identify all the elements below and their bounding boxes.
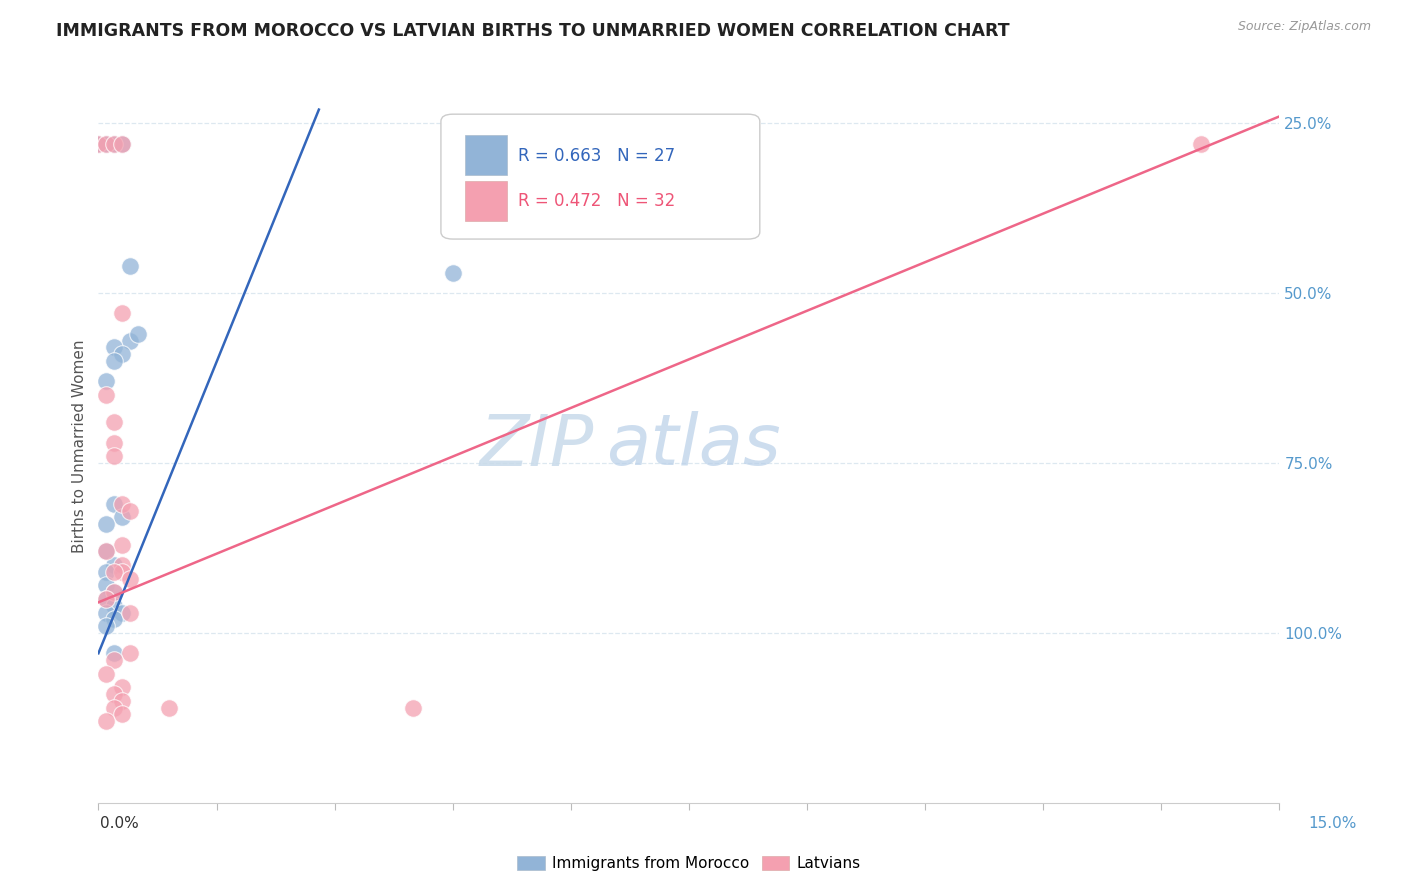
Y-axis label: Births to Unmarried Women: Births to Unmarried Women: [72, 339, 87, 553]
Point: [96, 606, 118, 620]
Point: [1189, 136, 1212, 151]
Point: [111, 565, 134, 579]
Point: [111, 136, 134, 151]
Text: 15.0%: 15.0%: [1309, 816, 1357, 830]
Point: [96, 136, 118, 151]
Point: [103, 415, 125, 429]
Point: [118, 259, 141, 273]
Point: [103, 558, 125, 572]
FancyBboxPatch shape: [464, 180, 508, 220]
Point: [103, 653, 125, 667]
Point: [111, 606, 134, 620]
Text: ZIP: ZIP: [479, 411, 595, 481]
Point: [103, 497, 125, 511]
Point: [103, 435, 125, 450]
Point: [111, 306, 134, 320]
Point: [111, 537, 134, 551]
Point: [111, 694, 134, 708]
Point: [103, 612, 125, 626]
Point: [103, 136, 125, 151]
Legend: Immigrants from Morocco, Latvians: Immigrants from Morocco, Latvians: [510, 850, 868, 877]
Point: [118, 646, 141, 660]
Point: [111, 136, 134, 151]
Text: R = 0.663   N = 27: R = 0.663 N = 27: [517, 146, 675, 164]
Point: [96, 619, 118, 633]
Point: [127, 326, 149, 341]
Point: [96, 666, 118, 681]
Point: [118, 572, 141, 586]
Point: [103, 565, 125, 579]
Point: [103, 585, 125, 599]
Point: [96, 591, 118, 606]
Point: [118, 334, 141, 348]
Point: [103, 646, 125, 660]
Point: [96, 388, 118, 402]
Point: [96, 517, 118, 532]
Point: [103, 354, 125, 368]
Point: [402, 700, 425, 714]
Point: [103, 136, 125, 151]
Point: [96, 591, 118, 606]
Text: 0.0%: 0.0%: [100, 816, 139, 830]
Point: [96, 375, 118, 389]
Point: [103, 341, 125, 355]
Point: [111, 558, 134, 572]
FancyBboxPatch shape: [441, 114, 759, 239]
Point: [87, 136, 110, 151]
Point: [103, 599, 125, 613]
Point: [103, 700, 125, 714]
Point: [103, 687, 125, 701]
Point: [87, 136, 110, 151]
Point: [111, 497, 134, 511]
Point: [103, 449, 125, 463]
Text: R = 0.472   N = 32: R = 0.472 N = 32: [517, 193, 675, 211]
FancyBboxPatch shape: [464, 135, 508, 175]
Point: [96, 136, 118, 151]
Point: [118, 606, 141, 620]
Point: [111, 347, 134, 361]
Point: [118, 503, 141, 517]
Point: [96, 544, 118, 558]
Point: [111, 510, 134, 524]
Point: [96, 544, 118, 558]
Point: [103, 585, 125, 599]
Text: atlas: atlas: [606, 411, 780, 481]
Point: [111, 680, 134, 694]
Point: [96, 578, 118, 592]
Text: IMMIGRANTS FROM MOROCCO VS LATVIAN BIRTHS TO UNMARRIED WOMEN CORRELATION CHART: IMMIGRANTS FROM MOROCCO VS LATVIAN BIRTH…: [56, 22, 1010, 40]
Point: [96, 565, 118, 579]
Point: [157, 700, 180, 714]
Point: [441, 266, 464, 280]
Text: Source: ZipAtlas.com: Source: ZipAtlas.com: [1237, 20, 1371, 33]
Point: [111, 707, 134, 722]
Point: [96, 714, 118, 729]
